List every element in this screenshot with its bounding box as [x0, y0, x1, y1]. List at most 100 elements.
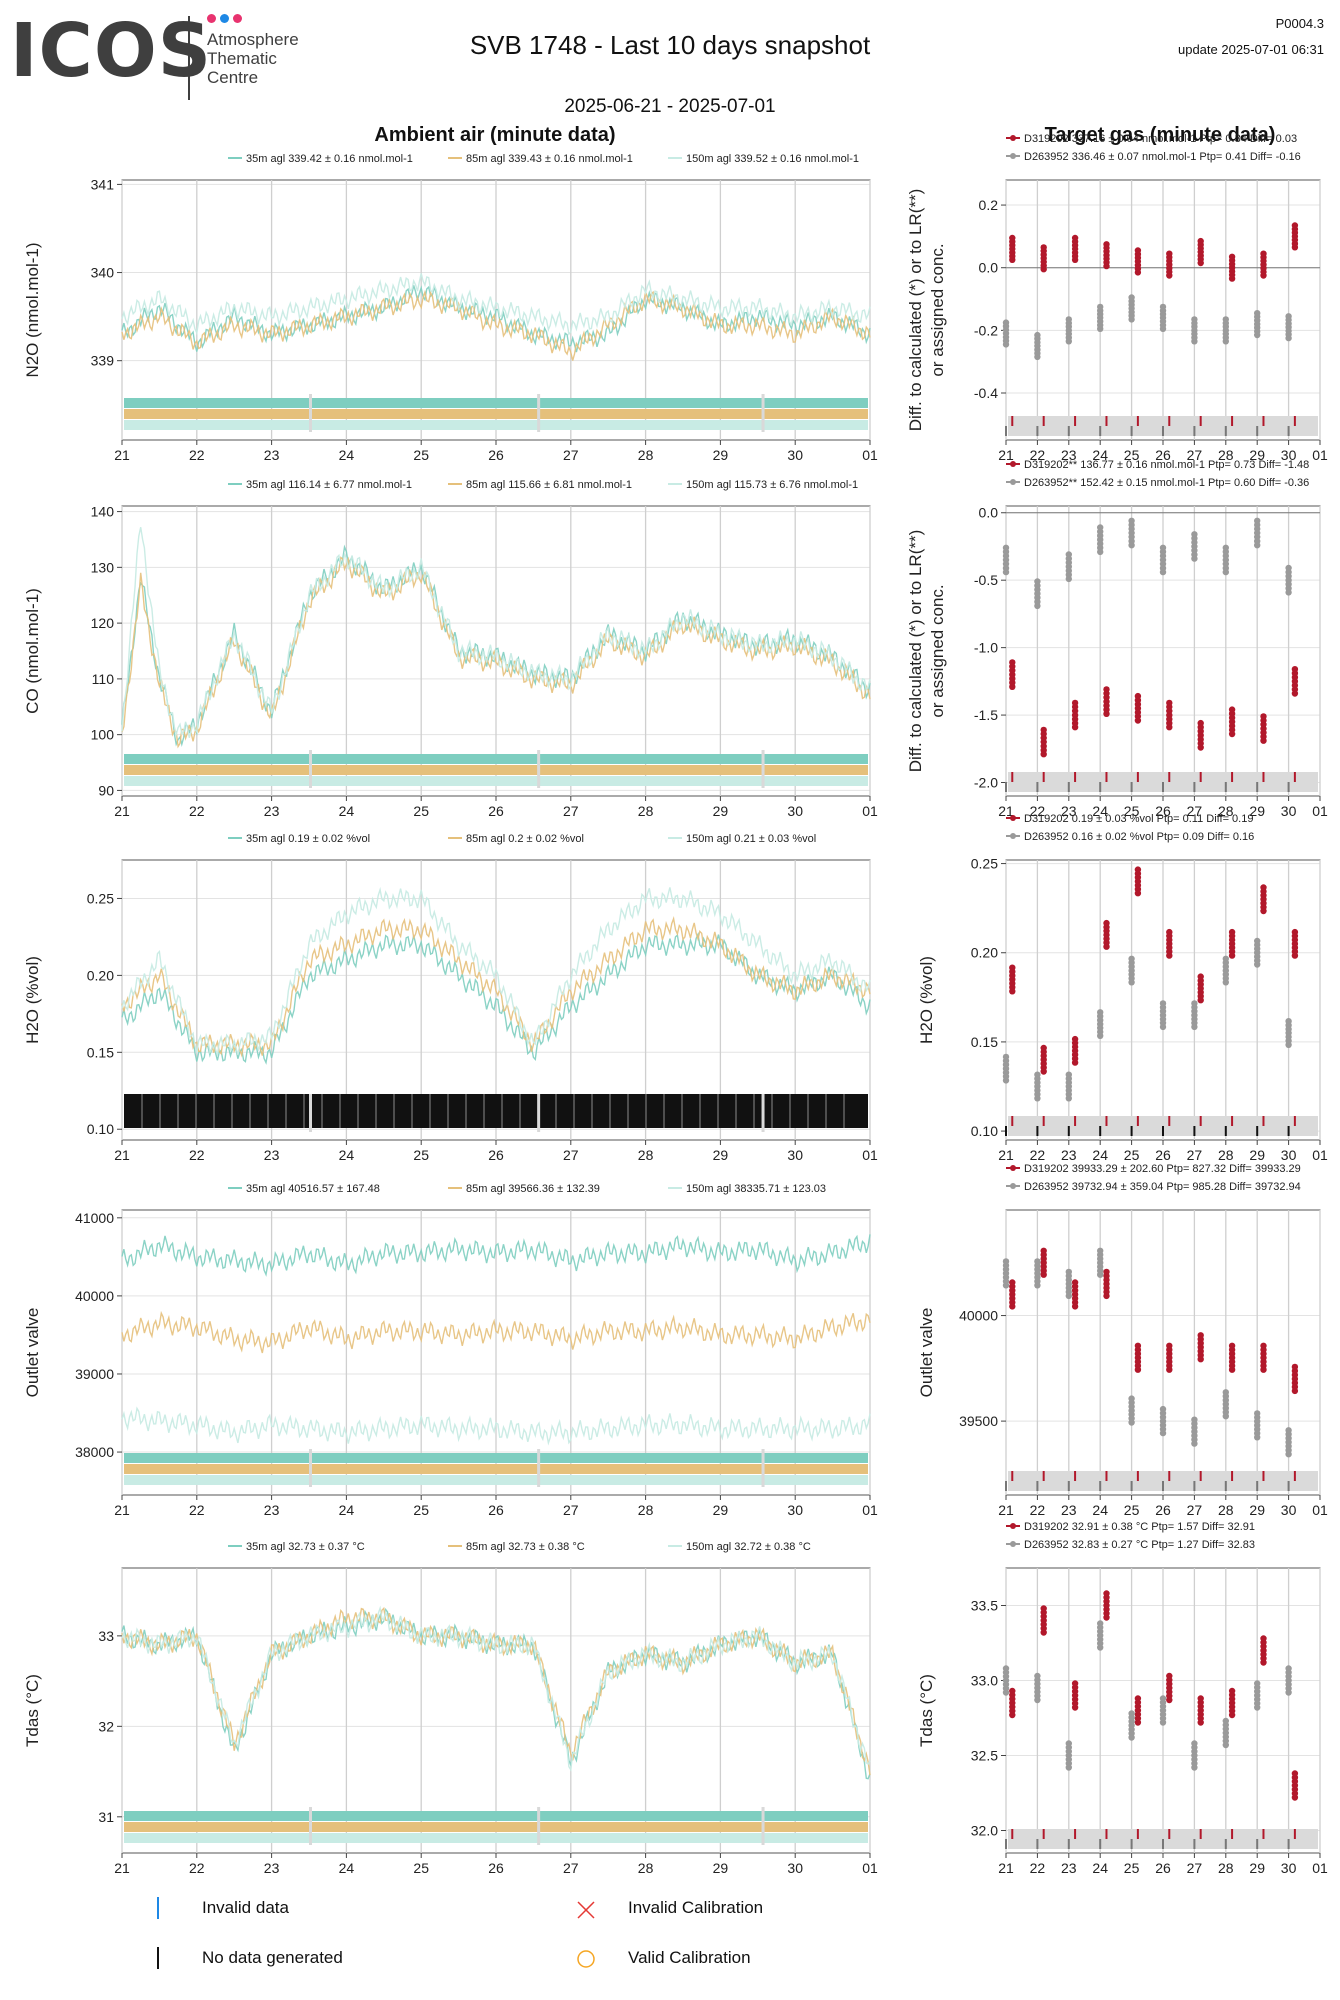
- x-tick-label: 30: [787, 1502, 803, 1518]
- x-tick-label: 22: [1030, 447, 1046, 463]
- y-tick-label: -0.2: [974, 322, 998, 338]
- x-tick-label: 01: [862, 1502, 878, 1518]
- y-tick-label: 40000: [75, 1288, 114, 1304]
- band-gap: [309, 394, 312, 432]
- x-tick-label: 30: [1281, 803, 1297, 819]
- data-point-D263952: [1128, 294, 1135, 301]
- y-axis-label: CO (nmol.mol-1): [23, 588, 42, 714]
- series-line-150m-agl: [121, 527, 871, 738]
- y-tick-label: 0.0: [979, 260, 999, 276]
- x-tick-label: 22: [189, 1502, 205, 1518]
- x-tick-label: 28: [1218, 447, 1234, 463]
- x-tick-label: 28: [638, 1860, 654, 1876]
- data-point-D263952: [1222, 544, 1230, 551]
- data-point-D319202: [1071, 1279, 1079, 1286]
- series-line-150m-agl: [121, 1605, 871, 1772]
- x-tick-label: 23: [1061, 447, 1077, 463]
- co-target-legend: D319202** 136.77 ± 0.16 nmol.mol-1 Ptp= …: [1006, 459, 1309, 489]
- x-tick-label: 30: [1281, 1502, 1297, 1518]
- data-point-D319202: [1166, 699, 1173, 707]
- y-tick-label: 41000: [75, 1210, 114, 1226]
- x-tick-label: 23: [1061, 1502, 1077, 1518]
- x-tick-label: 24: [1092, 1502, 1108, 1518]
- band-gap: [537, 394, 541, 432]
- data-point-D319202: [1260, 250, 1267, 257]
- data-point-D263952: [1002, 1665, 1010, 1672]
- y-tick-label: 32.5: [971, 1748, 998, 1764]
- data-point-D263952: [1034, 1071, 1041, 1078]
- logo-subtitle-line: Centre: [207, 68, 259, 87]
- x-tick-label: 26: [1155, 1147, 1171, 1163]
- logo-divider: [188, 16, 190, 100]
- legend-label: 35m agl 0.19 ± 0.02 %vol: [246, 833, 370, 845]
- legend-label: D263952** 152.42 ± 0.15 nmol.mol-1 Ptp= …: [1024, 477, 1309, 489]
- outlet-ambient-panel: 38000 39000 40000 41000 21 22 23 24 25 26 27 28 29 30…: [23, 1183, 878, 1518]
- no-data-marker-icon: [157, 1947, 159, 1969]
- no-data-band: [124, 1094, 868, 1128]
- y-tick-label: 100: [91, 727, 115, 743]
- x-tick-label: 22: [1030, 803, 1046, 819]
- logo-dot-icon: [207, 14, 216, 23]
- legend-label: 35m agl 32.73 ± 0.37 °C: [246, 1541, 365, 1553]
- h2o-target-panel: 0.10 0.15 0.20 0.25 21 22 23 24 25 26 27 28 29 30 01 H2…: [917, 813, 1328, 1163]
- band-gap: [537, 1449, 541, 1487]
- x-tick-label: 30: [787, 1147, 803, 1163]
- legend-label: D263952 32.83 ± 0.27 °C Ptp= 1.27 Diff= …: [1024, 1539, 1255, 1551]
- data-point-D263952: [1285, 1665, 1292, 1672]
- x-tick-label: 29: [1249, 1860, 1265, 1876]
- data-point-D263952: [1254, 1680, 1261, 1687]
- data-point-D319202: [1040, 244, 1047, 251]
- data-point-D319202: [1103, 1268, 1110, 1276]
- data-point-D319202: [1009, 1279, 1016, 1286]
- x-tick-label: 26: [488, 447, 504, 463]
- x-tick-label: 24: [339, 803, 355, 819]
- data-point-D263952: [1159, 1405, 1167, 1413]
- status-band: [124, 420, 868, 430]
- data-point-D263952: [1097, 1009, 1104, 1016]
- x-tick-label: 25: [1124, 1147, 1140, 1163]
- y-tick-label: 341: [91, 176, 115, 192]
- legend-marker: [1010, 479, 1016, 485]
- data-point-D263952: [1254, 517, 1261, 524]
- x-tick-label: 24: [1092, 1860, 1108, 1876]
- y-tick-label: 31: [98, 1809, 114, 1825]
- x-tick-label: 29: [1249, 1147, 1265, 1163]
- x-tick-label: 30: [1281, 1860, 1297, 1876]
- x-tick-label: 26: [488, 1860, 504, 1876]
- date-range: 2025-06-21 - 2025-07-01: [564, 96, 776, 117]
- legend-label: D319202** 136.77 ± 0.16 nmol.mol-1 Ptp= …: [1024, 459, 1309, 471]
- x-tick-label: 28: [638, 447, 654, 463]
- h2o-ambient-legend: 35m agl 0.19 ± 0.02 %vol 85m agl 0.2 ± 0.…: [228, 833, 816, 845]
- x-tick-label: 30: [787, 447, 803, 463]
- data-point-D319202: [1040, 1044, 1047, 1052]
- legend-marker: [1010, 153, 1016, 159]
- co-target-panel: -2.0 -1.5 -1.0 -0.5 0.0 21 22 23 24 25 26 27 28 29 30 0…: [906, 459, 1328, 819]
- data-point-D263952: [1097, 1247, 1104, 1255]
- data-point-D263952: [1254, 310, 1261, 317]
- x-tick-label: 27: [563, 1502, 579, 1518]
- x-tick-label: 27: [563, 1860, 579, 1876]
- x-tick-label: 01: [862, 1860, 878, 1876]
- band-gap: [761, 750, 765, 788]
- y-axis-label: or assigned conc.: [928, 584, 947, 717]
- x-tick-label: 29: [713, 1860, 729, 1876]
- data-point-D319202: [1260, 884, 1267, 891]
- x-tick-label: 26: [1155, 447, 1171, 463]
- x-tick-label: 27: [1187, 447, 1203, 463]
- y-tick-label: 32: [98, 1718, 114, 1734]
- x-tick-label: 21: [114, 1147, 130, 1163]
- band-gap: [309, 1094, 312, 1132]
- update-timestamp: update 2025-07-01 06:31: [1177, 42, 1324, 57]
- x-tick-label: 01: [1312, 1147, 1328, 1163]
- data-point-D263952: [1097, 1620, 1104, 1627]
- x-tick-label: 25: [1124, 447, 1140, 463]
- tdas-target-panel: 32.0 32.5 33.0 33.5 21 22 23 24 25 26 27 28 29 30 01 Td…: [917, 1521, 1328, 1876]
- data-point-D263952: [1254, 937, 1261, 945]
- tdas-ambient-legend: 35m agl 32.73 ± 0.37 °C 85m agl 32.73 ± 0…: [228, 1541, 811, 1553]
- y-axis-label: N2O (nmol.mol-1): [23, 242, 42, 377]
- data-point-D263952: [1002, 1053, 1010, 1061]
- series-line-85m-agl: [121, 556, 871, 749]
- x-tick-label: 25: [1124, 1502, 1140, 1518]
- y-tick-label: -1.0: [974, 640, 998, 656]
